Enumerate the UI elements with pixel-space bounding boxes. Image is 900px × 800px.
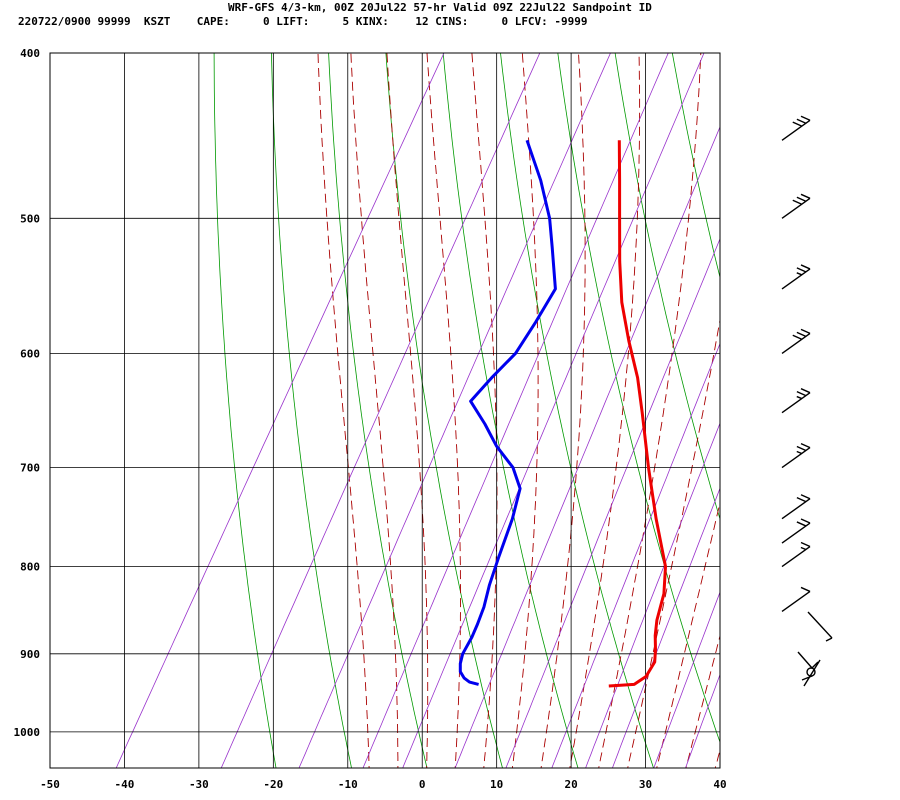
wind-barb bbox=[781, 193, 811, 219]
moist-adiabat bbox=[350, 53, 399, 768]
y-tick-label: 900 bbox=[20, 648, 40, 661]
y-tick-label: 500 bbox=[20, 212, 40, 225]
moist-adiabat bbox=[426, 53, 461, 768]
moist-adiabat bbox=[386, 53, 429, 768]
moist-adiabat bbox=[317, 53, 370, 768]
x-tick-label: 30 bbox=[639, 778, 652, 791]
surface-wind-marker bbox=[797, 611, 833, 687]
x-tick-label: 0 bbox=[419, 778, 426, 791]
y-tick-label: 1000 bbox=[14, 726, 41, 739]
moist-adiabat bbox=[569, 53, 641, 768]
mixing-ratio-line bbox=[115, 53, 445, 768]
mixing-ratio-line bbox=[653, 591, 720, 768]
dry-adiabat bbox=[835, 15, 900, 775]
moist-adiabat bbox=[511, 53, 539, 768]
mixing-ratio-line bbox=[298, 53, 611, 768]
dry-adiabat bbox=[500, 53, 654, 768]
mixing-ratio-line bbox=[402, 53, 705, 768]
profiles bbox=[458, 139, 667, 688]
x-tick-label: -10 bbox=[338, 778, 358, 791]
x-tick-label: -40 bbox=[115, 778, 135, 791]
mixing-ratio-line bbox=[551, 342, 720, 768]
thermo-background bbox=[115, 15, 900, 775]
wind-barb bbox=[781, 586, 811, 613]
dry-adiabat bbox=[385, 53, 503, 768]
x-tick-label: -20 bbox=[263, 778, 283, 791]
wind-barb bbox=[781, 115, 811, 141]
dry-adiabat bbox=[614, 53, 720, 521]
moist-adiabat bbox=[598, 53, 702, 768]
dry-adiabat bbox=[892, 15, 900, 775]
wind-barb bbox=[781, 518, 811, 544]
wind-barb bbox=[781, 264, 811, 290]
dry-adiabat bbox=[722, 15, 900, 775]
mixing-ratio-line bbox=[685, 673, 720, 768]
y-tick-label: 600 bbox=[20, 347, 40, 360]
moist-adiabat bbox=[471, 53, 498, 768]
wind-barbs bbox=[781, 115, 811, 613]
dry-adiabat bbox=[270, 53, 352, 768]
dry-adiabat bbox=[557, 53, 720, 744]
wind-barb bbox=[781, 328, 811, 354]
wind-barb bbox=[781, 442, 811, 469]
y-tick-label: 800 bbox=[20, 561, 40, 574]
mixing-ratio-line bbox=[505, 237, 720, 768]
wind-barb bbox=[781, 494, 811, 520]
dry-adiabat bbox=[213, 53, 277, 768]
x-tick-label: 40 bbox=[713, 778, 726, 791]
moist-adiabat bbox=[627, 317, 720, 768]
x-tick-label: 10 bbox=[490, 778, 503, 791]
dry-adiabat bbox=[328, 53, 428, 768]
dry-adiabat bbox=[442, 53, 579, 768]
y-tick-label: 400 bbox=[20, 47, 40, 60]
dewpoint-line bbox=[458, 139, 557, 686]
mixing-ratio-line bbox=[220, 53, 541, 768]
station-indices: 220722/0900 99999 KSZT CAPE: 0 LIFT: 5 K… bbox=[18, 15, 588, 28]
wind-barb bbox=[781, 541, 811, 568]
dry-adiabat bbox=[671, 53, 720, 280]
x-tick-label: -30 bbox=[189, 778, 209, 791]
grid-lines bbox=[50, 53, 720, 768]
x-tick-label: -50 bbox=[40, 778, 60, 791]
mixing-ratio-line bbox=[362, 53, 669, 768]
wind-barb bbox=[781, 388, 811, 414]
chart-title: WRF-GFS 4/3-km, 00Z 20Jul22 57-hr Valid … bbox=[228, 1, 652, 14]
y-tick-label: 700 bbox=[20, 462, 40, 475]
mixing-ratio-line bbox=[611, 487, 720, 768]
mixing-ratio-line bbox=[454, 125, 720, 768]
x-tick-label: 20 bbox=[564, 778, 577, 791]
temperature-line bbox=[608, 140, 667, 688]
moist-adiabat bbox=[540, 53, 586, 768]
plot-frame bbox=[49, 52, 721, 769]
moist-adiabat bbox=[656, 500, 720, 768]
axis-tick-labels: -50 -40 -30 -20 -10 0 10 20 30 40 400 500 600 700 800 9… bbox=[14, 47, 727, 791]
moist-adiabat bbox=[685, 634, 720, 768]
mixing-ratio-line bbox=[585, 422, 720, 768]
